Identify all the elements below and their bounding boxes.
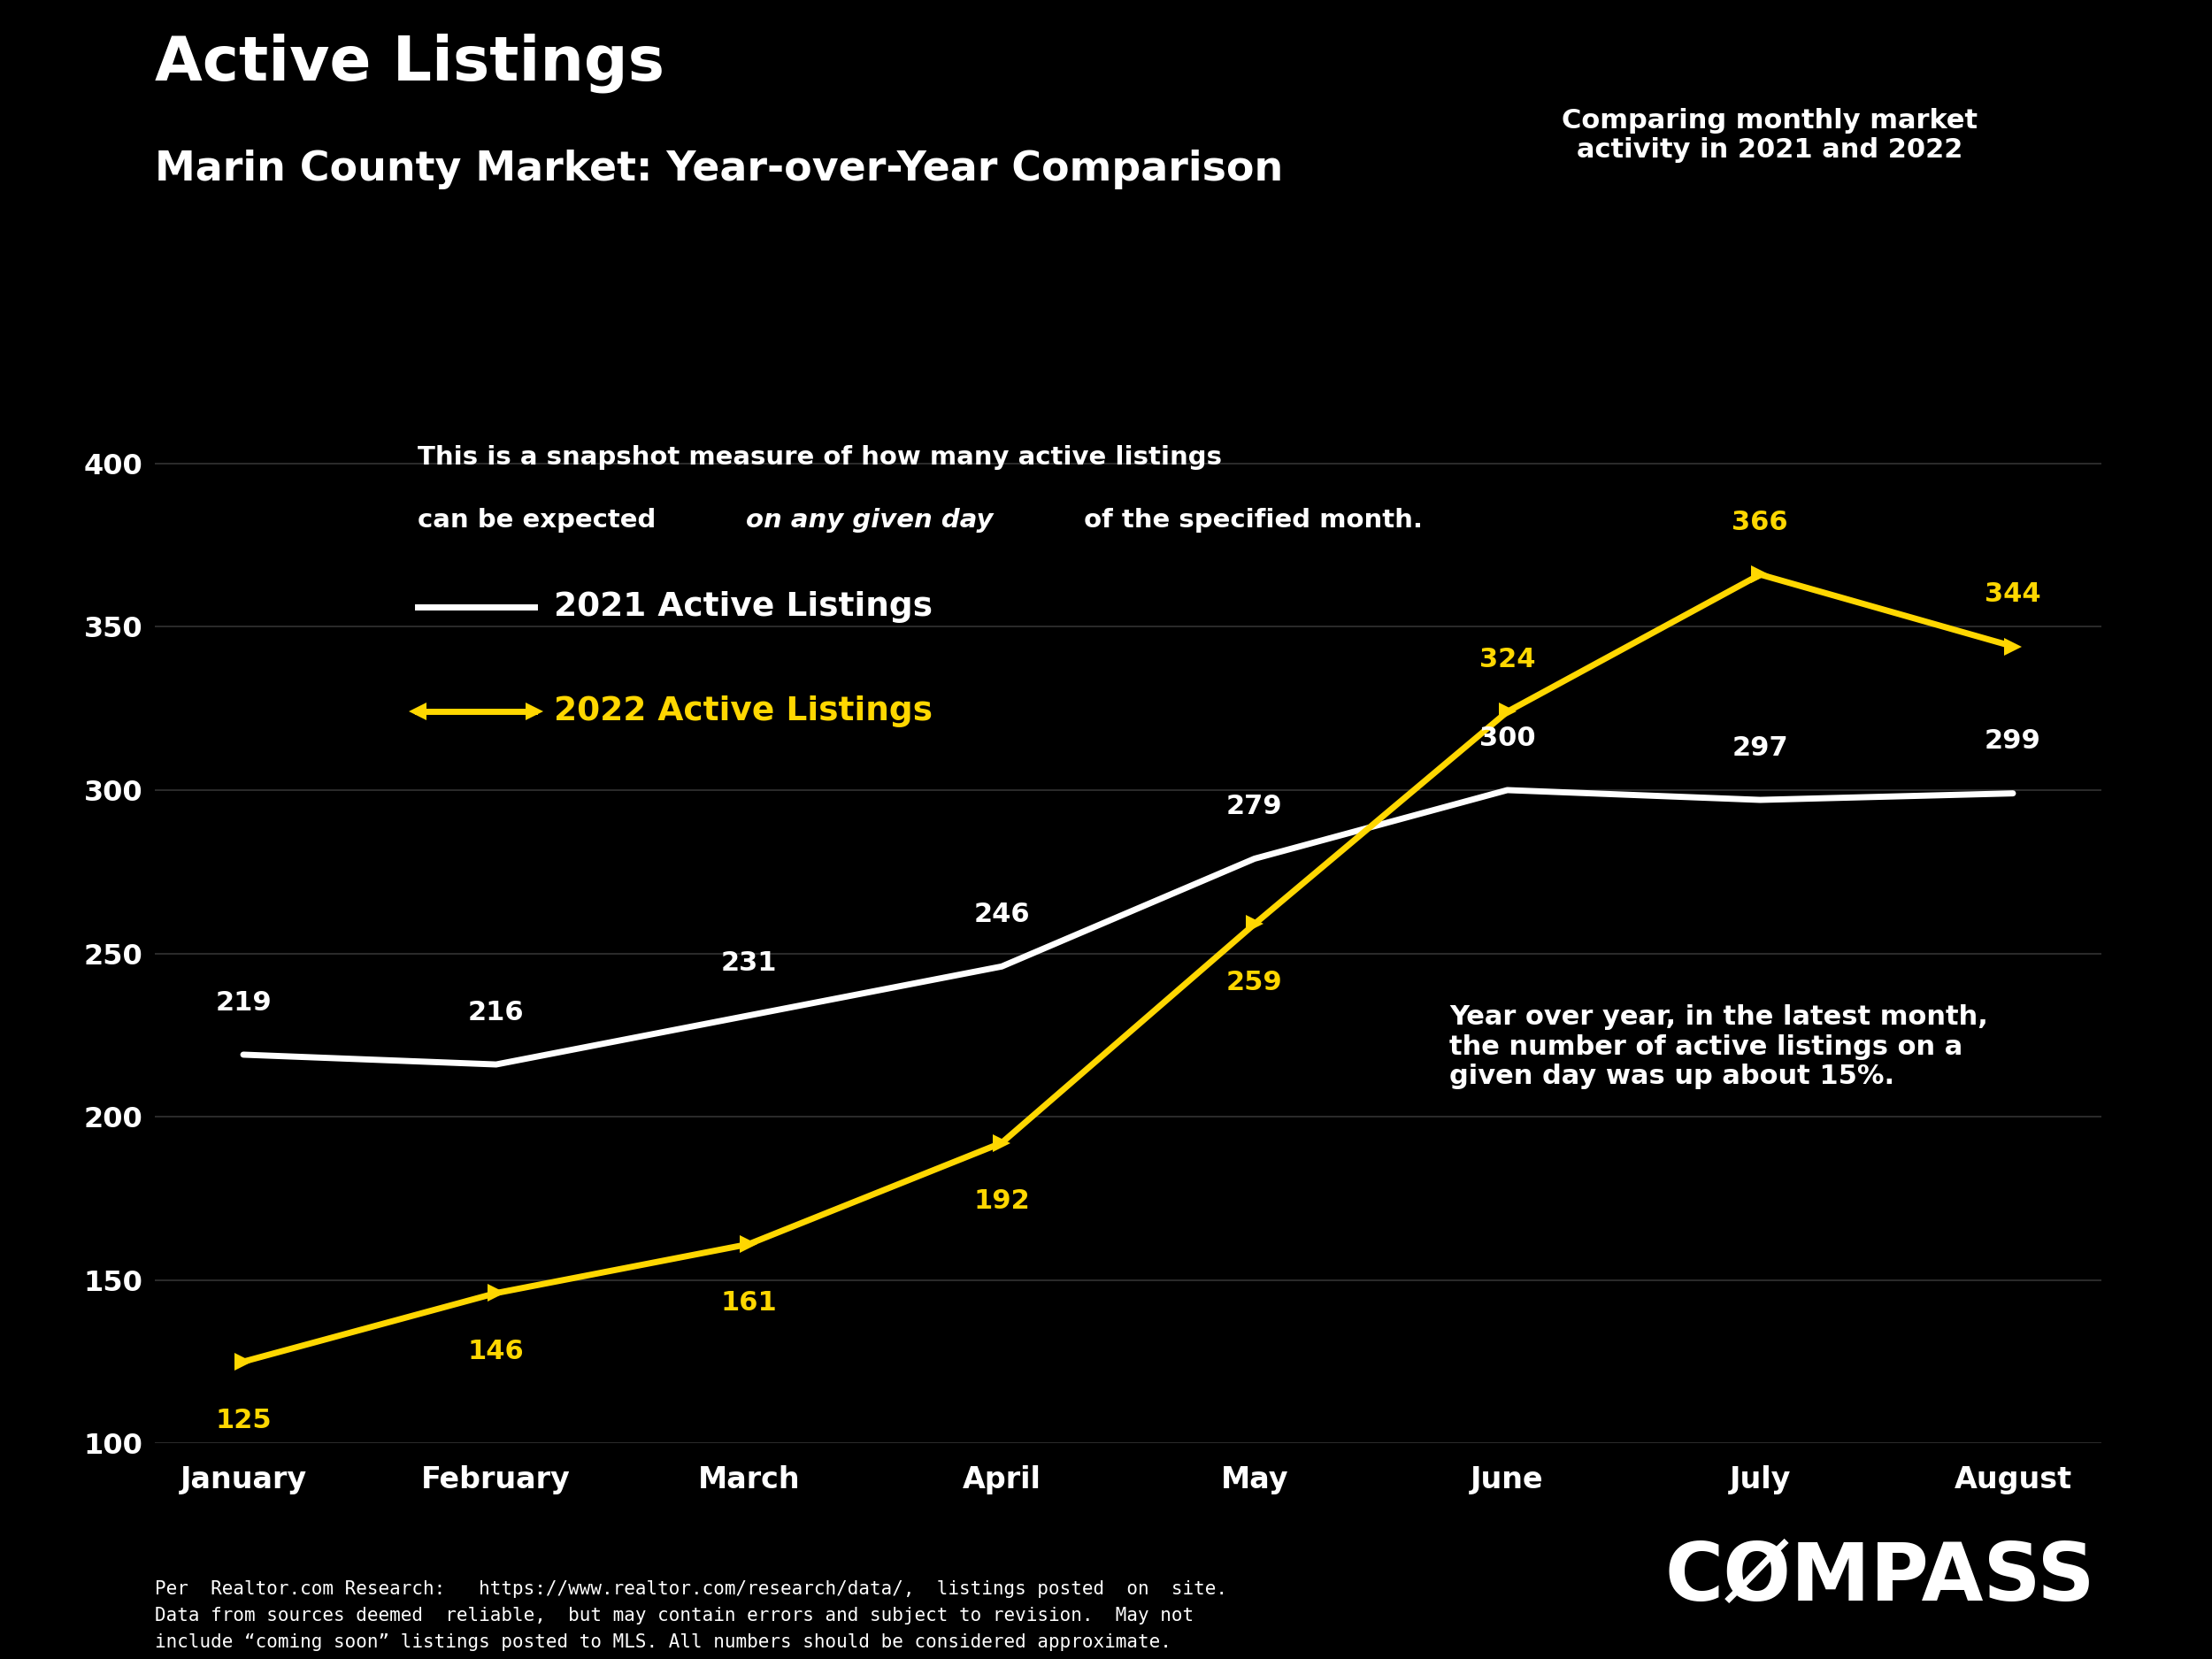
Text: 216: 216	[469, 1000, 524, 1025]
Text: 299: 299	[1984, 728, 2042, 755]
Text: 324: 324	[1480, 647, 1535, 672]
Text: 259: 259	[1225, 971, 1283, 995]
Text: 300: 300	[1480, 725, 1535, 752]
Text: Per  Realtor.com Research:   https://www.realtor.com/research/data/,  listings p: Per Realtor.com Research: https://www.re…	[155, 1581, 1228, 1651]
Text: 192: 192	[973, 1188, 1031, 1214]
Text: can be expected: can be expected	[418, 508, 666, 533]
Text: 366: 366	[1732, 509, 1787, 536]
Text: 231: 231	[721, 951, 776, 975]
Text: 344: 344	[1984, 582, 2042, 607]
Text: Year over year, in the latest month,
the number of active listings on a
given da: Year over year, in the latest month, the…	[1449, 1004, 1989, 1090]
Text: Marin County Market: Year-over-Year Comparison: Marin County Market: Year-over-Year Comp…	[155, 149, 1283, 189]
Text: 279: 279	[1225, 795, 1283, 820]
Text: 219: 219	[215, 990, 272, 1015]
Text: on any given day: on any given day	[745, 508, 993, 533]
Text: 246: 246	[973, 901, 1031, 927]
Text: Active Listings: Active Listings	[155, 33, 664, 93]
Text: 146: 146	[469, 1339, 524, 1364]
Text: Comparing monthly market
activity in 2021 and 2022: Comparing monthly market activity in 202…	[1562, 108, 1978, 163]
Text: This is a snapshot measure of how many active listings: This is a snapshot measure of how many a…	[418, 445, 1221, 469]
Text: 125: 125	[215, 1407, 272, 1433]
Text: of the specified month.: of the specified month.	[1075, 508, 1422, 533]
Text: CØMPASS: CØMPASS	[1666, 1540, 2095, 1618]
Text: 161: 161	[721, 1289, 776, 1316]
Text: 297: 297	[1732, 735, 1787, 761]
Text: 2022 Active Listings: 2022 Active Listings	[553, 695, 933, 728]
Text: 2021 Active Listings: 2021 Active Listings	[553, 591, 933, 624]
